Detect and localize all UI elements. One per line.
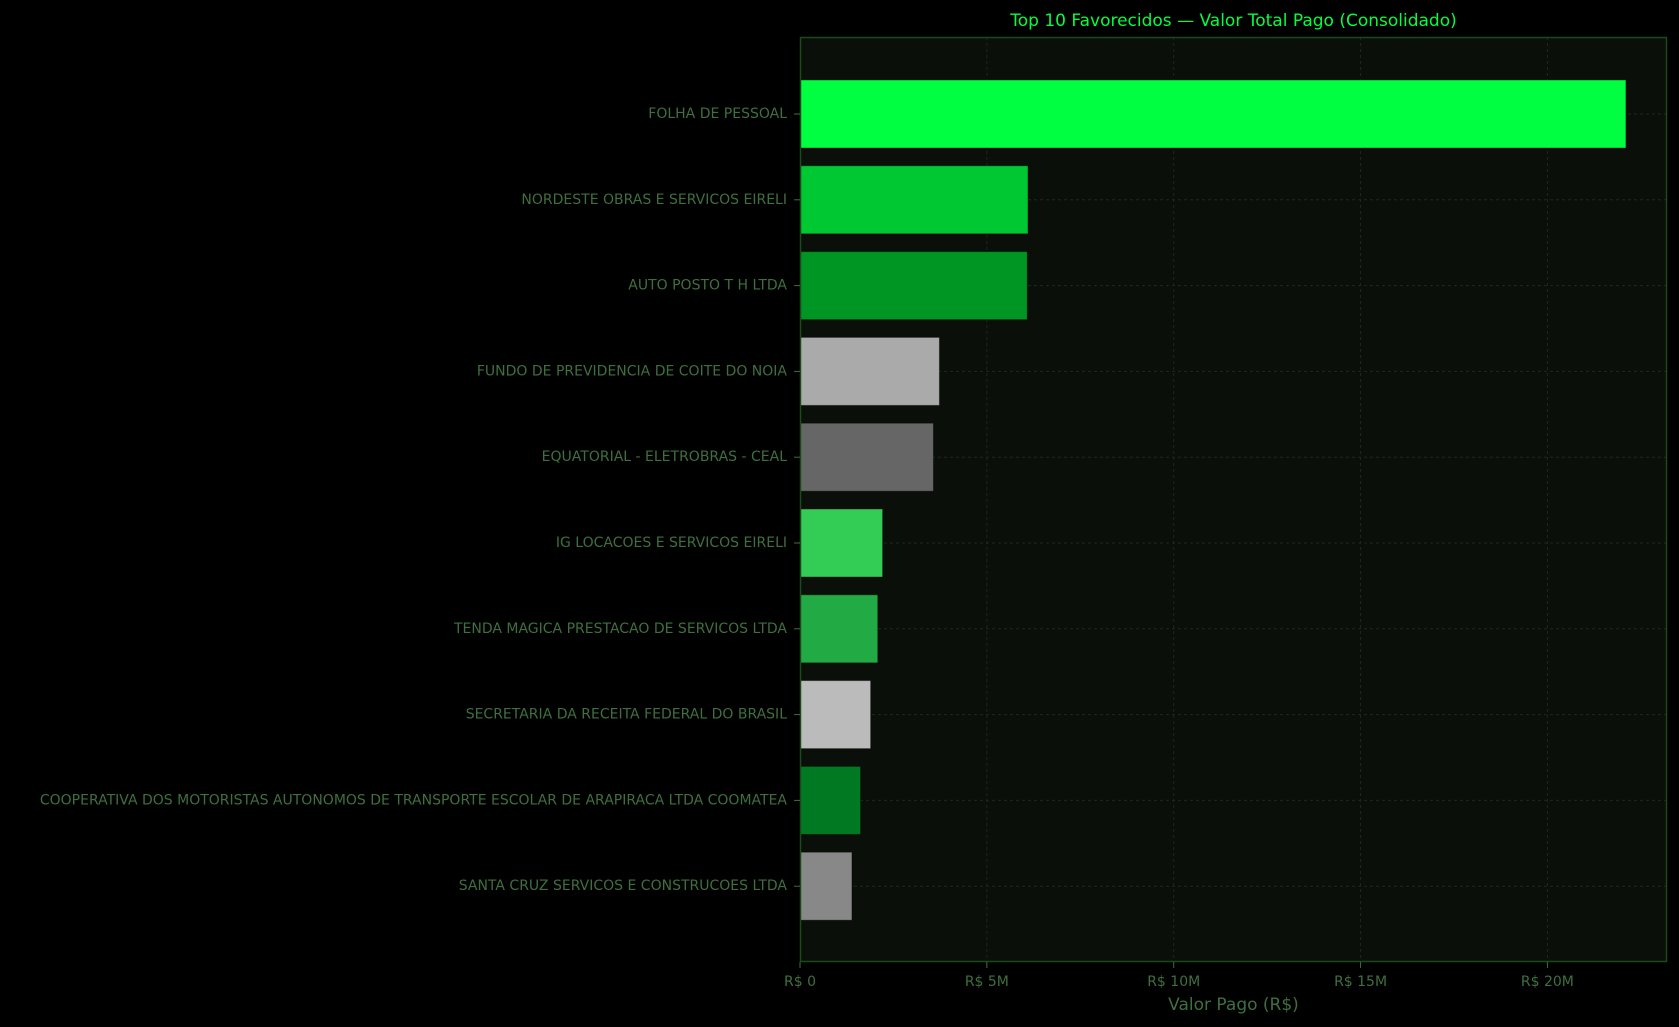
x-tick-label: R$ 10M bbox=[1147, 974, 1200, 990]
x-tick-label: R$ 20M bbox=[1521, 974, 1574, 990]
y-tick-label: IG LOCACOES E SERVICOS EIRELI bbox=[556, 535, 787, 551]
bar bbox=[799, 165, 1029, 235]
x-axis-label: Valor Pago (R$) bbox=[1168, 995, 1299, 1015]
y-tick-labels: FOLHA DE PESSOAL NORDESTE OBRAS E SERVICO… bbox=[40, 106, 800, 894]
bar bbox=[799, 251, 1028, 321]
plot-frame bbox=[799, 36, 1668, 963]
bar bbox=[799, 765, 862, 835]
bars bbox=[799, 79, 1627, 921]
grid-lines bbox=[800, 37, 1667, 962]
y-tick-label: NORDESTE OBRAS E SERVICOS EIRELI bbox=[521, 192, 787, 208]
x-tick-label: R$ 15M bbox=[1334, 974, 1387, 990]
bar bbox=[799, 508, 884, 578]
bar bbox=[799, 336, 940, 406]
y-tick-label: FUNDO DE PREVIDENCIA DE COITE DO NOIA bbox=[477, 363, 788, 379]
chart-title: Top 10 Favorecidos — Valor Total Pago (C… bbox=[1009, 11, 1457, 31]
bar bbox=[799, 680, 872, 750]
y-tick-label: SANTA CRUZ SERVICOS E CONSTRUCOES LTDA bbox=[459, 878, 788, 894]
y-tick-label: COOPERATIVA DOS MOTORISTAS AUTONOMOS DE … bbox=[40, 792, 788, 808]
bar bbox=[799, 422, 934, 492]
y-tick-label: AUTO POSTO T H LTDA bbox=[628, 278, 787, 294]
y-tick-label: FOLHA DE PESSOAL bbox=[648, 106, 787, 122]
y-tick-label: SECRETARIA DA RECEITA FEDERAL DO BRASIL bbox=[466, 707, 788, 723]
y-tick-label: TENDA MAGICA PRESTACAO DE SERVICOS LTDA bbox=[453, 621, 787, 637]
bar bbox=[799, 851, 853, 921]
x-tick-label: R$ 5M bbox=[965, 974, 1009, 990]
x-tick-labels: R$ 0 R$ 5M R$ 10M R$ 15M R$ 20M bbox=[784, 962, 1574, 990]
x-tick-label: R$ 0 bbox=[784, 974, 816, 990]
bar bbox=[799, 594, 879, 664]
bar bbox=[799, 79, 1627, 149]
y-tick-label: EQUATORIAL - ELETROBRAS - CEAL bbox=[542, 449, 788, 465]
